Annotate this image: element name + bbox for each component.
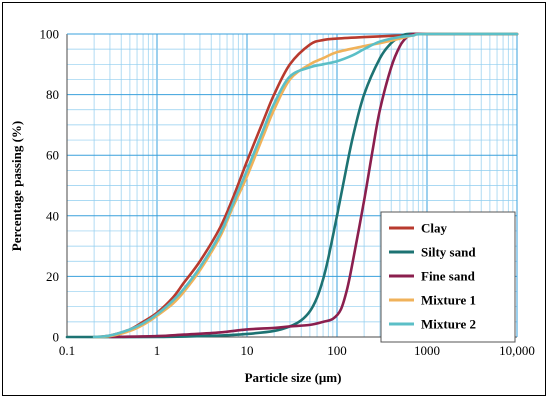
y-tick-label: 0: [53, 330, 60, 345]
legend-label-clay: Clay: [421, 221, 448, 236]
legend-label-fine-sand: Fine sand: [421, 269, 476, 284]
y-tick-label: 20: [46, 269, 59, 284]
y-axis-title: Percentage passing (%): [9, 121, 24, 251]
y-tick-label: 60: [46, 148, 59, 163]
y-tick-label: 40: [46, 208, 59, 223]
legend-label-mixture-2: Mixture 2: [421, 317, 476, 332]
y-tick-label: 80: [46, 87, 59, 102]
legend-label-silty-sand: Silty sand: [421, 245, 476, 260]
y-tick-label: 100: [40, 27, 60, 42]
legend-label-mixture-1: Mixture 1: [421, 293, 476, 308]
series-lines: [65, 32, 519, 339]
x-tick-label: 0.1: [59, 343, 75, 358]
series-line-clay: [92, 32, 519, 339]
x-axis-title: Particle size (μm): [245, 370, 342, 385]
x-tick-label: 1: [154, 343, 161, 358]
series-line-mixture-2: [92, 32, 519, 339]
x-tick-label: 1000: [414, 343, 440, 358]
x-tick-labels: 0.1 1 10 100 1000 10,000: [59, 343, 535, 358]
x-tick-label: 100: [327, 343, 347, 358]
x-tick-label: 10: [241, 343, 254, 358]
x-tick-label: 10,000: [499, 343, 535, 358]
series-line-fine-sand: [108, 32, 519, 339]
y-tick-labels: 0 20 40 60 80 100: [40, 27, 60, 345]
legend: Clay Silty sand Fine sand Mixture 1 Mixture …: [380, 211, 516, 343]
